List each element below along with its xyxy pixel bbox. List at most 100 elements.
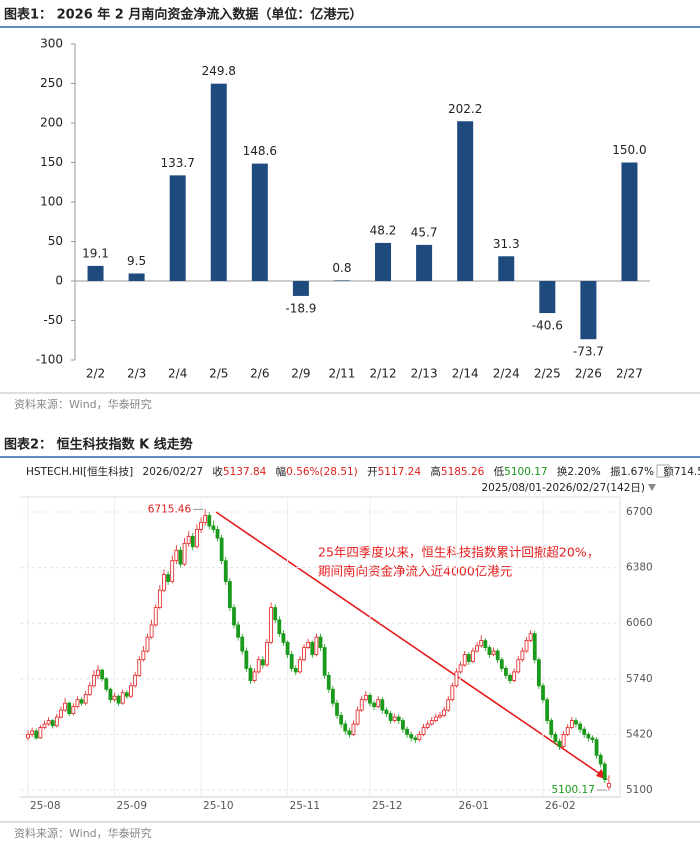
info-code: HSTECH.HI[恒生科技] <box>26 465 133 478</box>
candle-body <box>602 763 607 781</box>
candle-body <box>133 674 138 687</box>
candle-body <box>104 678 109 690</box>
bar <box>292 281 309 296</box>
candle-body <box>240 636 245 652</box>
candle-body <box>405 728 409 735</box>
candle-body <box>79 699 84 704</box>
candle-body <box>149 624 154 638</box>
candle-body <box>137 659 142 676</box>
data-label: -18.9 <box>285 301 316 315</box>
info-value: 2.20% <box>567 466 600 478</box>
info-value: 0.56%(28.51) <box>286 466 358 478</box>
y-tick-label: -50 <box>43 313 63 327</box>
candle-body <box>561 734 566 748</box>
candle-body <box>491 650 496 655</box>
y-tick-label: 50 <box>48 234 63 248</box>
info-value: 5137.84 <box>223 466 267 478</box>
bar <box>457 121 474 282</box>
info-key: 振 <box>610 465 621 478</box>
bar <box>169 175 186 281</box>
candle-body <box>582 728 587 735</box>
candle-body <box>302 647 306 661</box>
candle-body <box>487 647 492 655</box>
candle-body <box>256 659 261 673</box>
candle-body <box>598 754 603 765</box>
candle-body <box>211 525 216 530</box>
candle-body <box>433 716 438 721</box>
dropdown-arrow[interactable] <box>648 484 656 491</box>
candle-body <box>450 685 455 701</box>
candle-body <box>26 734 30 739</box>
info-key: 低 <box>494 465 505 478</box>
candle-body <box>59 709 63 718</box>
candle-body <box>413 737 418 741</box>
chart-title: 图表2： 恒生科技指数 K 线走势 <box>4 437 193 453</box>
candle-body <box>38 727 43 739</box>
candle-body <box>351 723 356 735</box>
candle-body <box>495 650 500 661</box>
candle-body <box>466 654 471 662</box>
data-label: 19.1 <box>82 246 109 260</box>
x-tick-label: 26-02 <box>545 800 576 812</box>
candle-body <box>565 727 570 735</box>
candle-body <box>388 713 393 721</box>
candle-body <box>203 515 208 523</box>
candle-body <box>479 640 484 647</box>
icon[interactable] <box>656 464 670 478</box>
candle-body <box>396 716 401 721</box>
candle-body <box>289 654 294 669</box>
candle-body <box>215 529 220 539</box>
candle-body <box>549 720 554 735</box>
x-tick-label: 2/14 <box>452 367 479 381</box>
range-label: 2025/08/01-2026/02/27(142日) <box>481 482 645 494</box>
candle-body <box>363 694 368 701</box>
candle-body <box>310 641 315 655</box>
candle-body <box>536 659 541 687</box>
data-label: 150.0 <box>612 143 646 157</box>
x-tick-label: 2/5 <box>209 367 228 381</box>
candle-body <box>516 659 521 673</box>
candle-body <box>199 522 203 530</box>
candle-body <box>330 688 335 704</box>
x-tick-label: 2/26 <box>575 367 602 381</box>
candle-body <box>446 699 451 711</box>
annotation: 期间南向资金净流入近4000亿港元 <box>318 564 512 579</box>
info-key: 高 <box>430 465 441 478</box>
candle-body <box>108 688 113 701</box>
candle-body <box>392 716 397 721</box>
candle-body <box>528 633 533 642</box>
data-label: 48.2 <box>370 223 397 237</box>
info-key: 收 <box>212 465 223 478</box>
annotation: 25年四季度以来，恒生科技指数累计回撤超20%， <box>318 545 599 560</box>
candle-body <box>252 671 257 681</box>
x-tick-label: 2/4 <box>168 367 187 381</box>
candle-body <box>462 654 467 666</box>
candle-body <box>306 641 311 648</box>
candle-body <box>281 633 286 643</box>
candle-body <box>223 560 228 582</box>
x-tick-label: 2/12 <box>370 367 397 381</box>
candle-body <box>112 695 117 701</box>
x-tick-label: 25-08 <box>30 800 61 812</box>
candle-body <box>182 542 187 565</box>
candle-body <box>174 549 179 562</box>
data-label: 133.7 <box>160 156 194 170</box>
candle-body <box>318 636 323 648</box>
y-tick-label: -100 <box>36 353 63 367</box>
x-tick-label: 2/27 <box>616 367 643 381</box>
candle-body <box>170 560 175 582</box>
bar <box>416 244 433 281</box>
candle-body <box>50 720 55 727</box>
candle-body <box>265 641 269 666</box>
info-value: 1.67% <box>621 466 654 478</box>
candle-body <box>586 734 591 739</box>
x-tick-label: 2/13 <box>411 367 438 381</box>
high-label: 6715.46 <box>148 503 192 515</box>
candle-body <box>347 730 352 735</box>
candle-body <box>293 668 298 673</box>
candle-body <box>508 674 512 681</box>
candle-body <box>541 685 545 701</box>
y-tick-label: 250 <box>40 76 63 90</box>
y-tick-label: 5740 <box>626 673 653 685</box>
